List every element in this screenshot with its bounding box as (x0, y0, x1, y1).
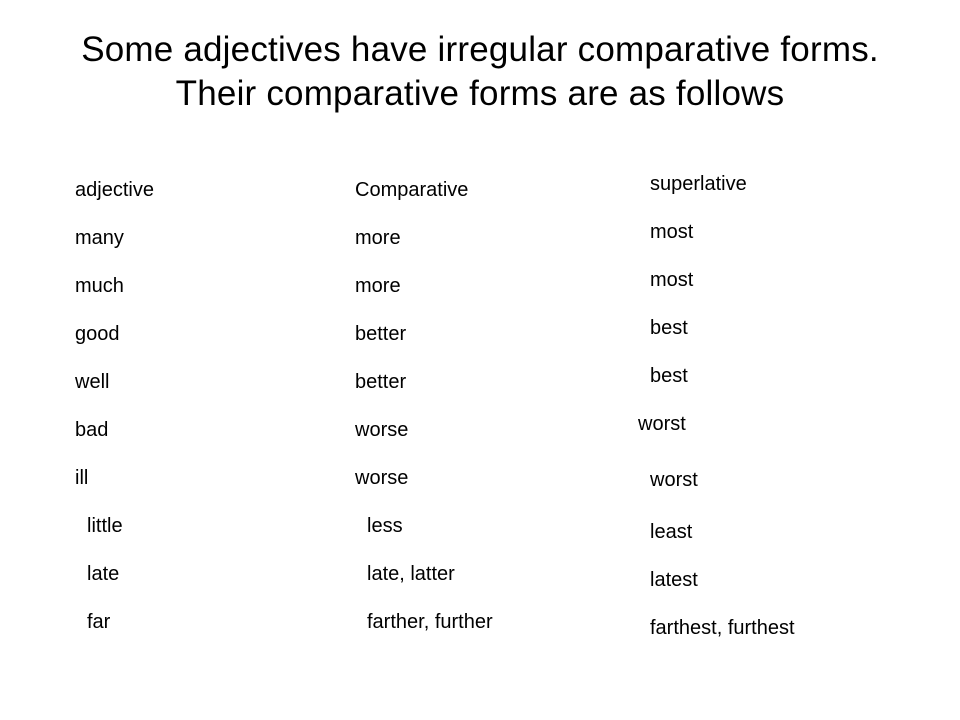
table-cell: worst (638, 400, 910, 448)
table-cell: best (650, 352, 910, 400)
column-adjective: adjective many much good well bad ill li… (75, 166, 335, 646)
column-superlative: superlative most most best best worst wo… (650, 160, 910, 652)
table-cell: well (75, 358, 335, 406)
table-cell: more (355, 214, 615, 262)
table-cell: farthest, furthest (650, 604, 910, 652)
table-cell: worst (650, 456, 910, 504)
table-cell: better (355, 358, 615, 406)
slide: Some adjectives have irregular comparati… (0, 0, 960, 720)
table-cell: more (355, 262, 615, 310)
table-cell: much (75, 262, 335, 310)
table-cell: best (650, 304, 910, 352)
table-cell: little (75, 502, 335, 550)
table-cell: less (355, 502, 615, 550)
table-cell: bad (75, 406, 335, 454)
table-cell: late (75, 550, 335, 598)
table-cell: worse (355, 454, 615, 502)
table-cell: many (75, 214, 335, 262)
slide-title: Some adjectives have irregular comparati… (60, 28, 900, 116)
col-header-adjective: adjective (75, 166, 335, 214)
table-cell: farther, further (355, 598, 615, 646)
table-cell: least (650, 508, 910, 556)
title-line-2: Their comparative forms are as follows (176, 74, 785, 113)
table-cell: worse (355, 406, 615, 454)
col-header-superlative: superlative (650, 160, 910, 208)
title-line-1: Some adjectives have irregular comparati… (81, 30, 879, 69)
table-cell: most (650, 256, 910, 304)
table-cell: latest (650, 556, 910, 604)
table-cell: late, latter (355, 550, 615, 598)
table-cell: most (650, 208, 910, 256)
table-cell: ill (75, 454, 335, 502)
table-cell: good (75, 310, 335, 358)
col-header-comparative: Comparative (355, 166, 615, 214)
table-cell: far (75, 598, 335, 646)
table-cell: better (355, 310, 615, 358)
column-comparative: Comparative more more better better wors… (355, 166, 615, 646)
